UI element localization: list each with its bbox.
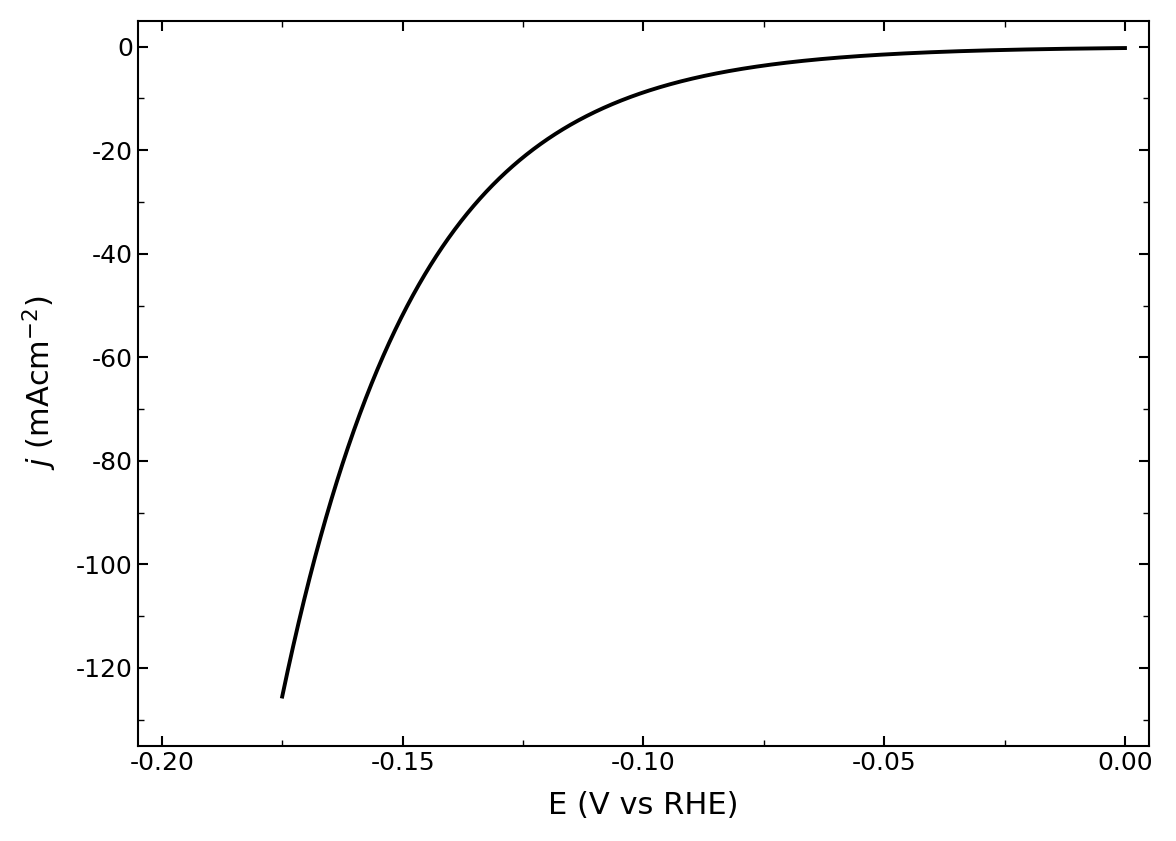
Y-axis label: $j$ (mAcm$^{-2}$): $j$ (mAcm$^{-2}$) <box>21 296 59 470</box>
X-axis label: E (V vs RHE): E (V vs RHE) <box>548 791 739 820</box>
